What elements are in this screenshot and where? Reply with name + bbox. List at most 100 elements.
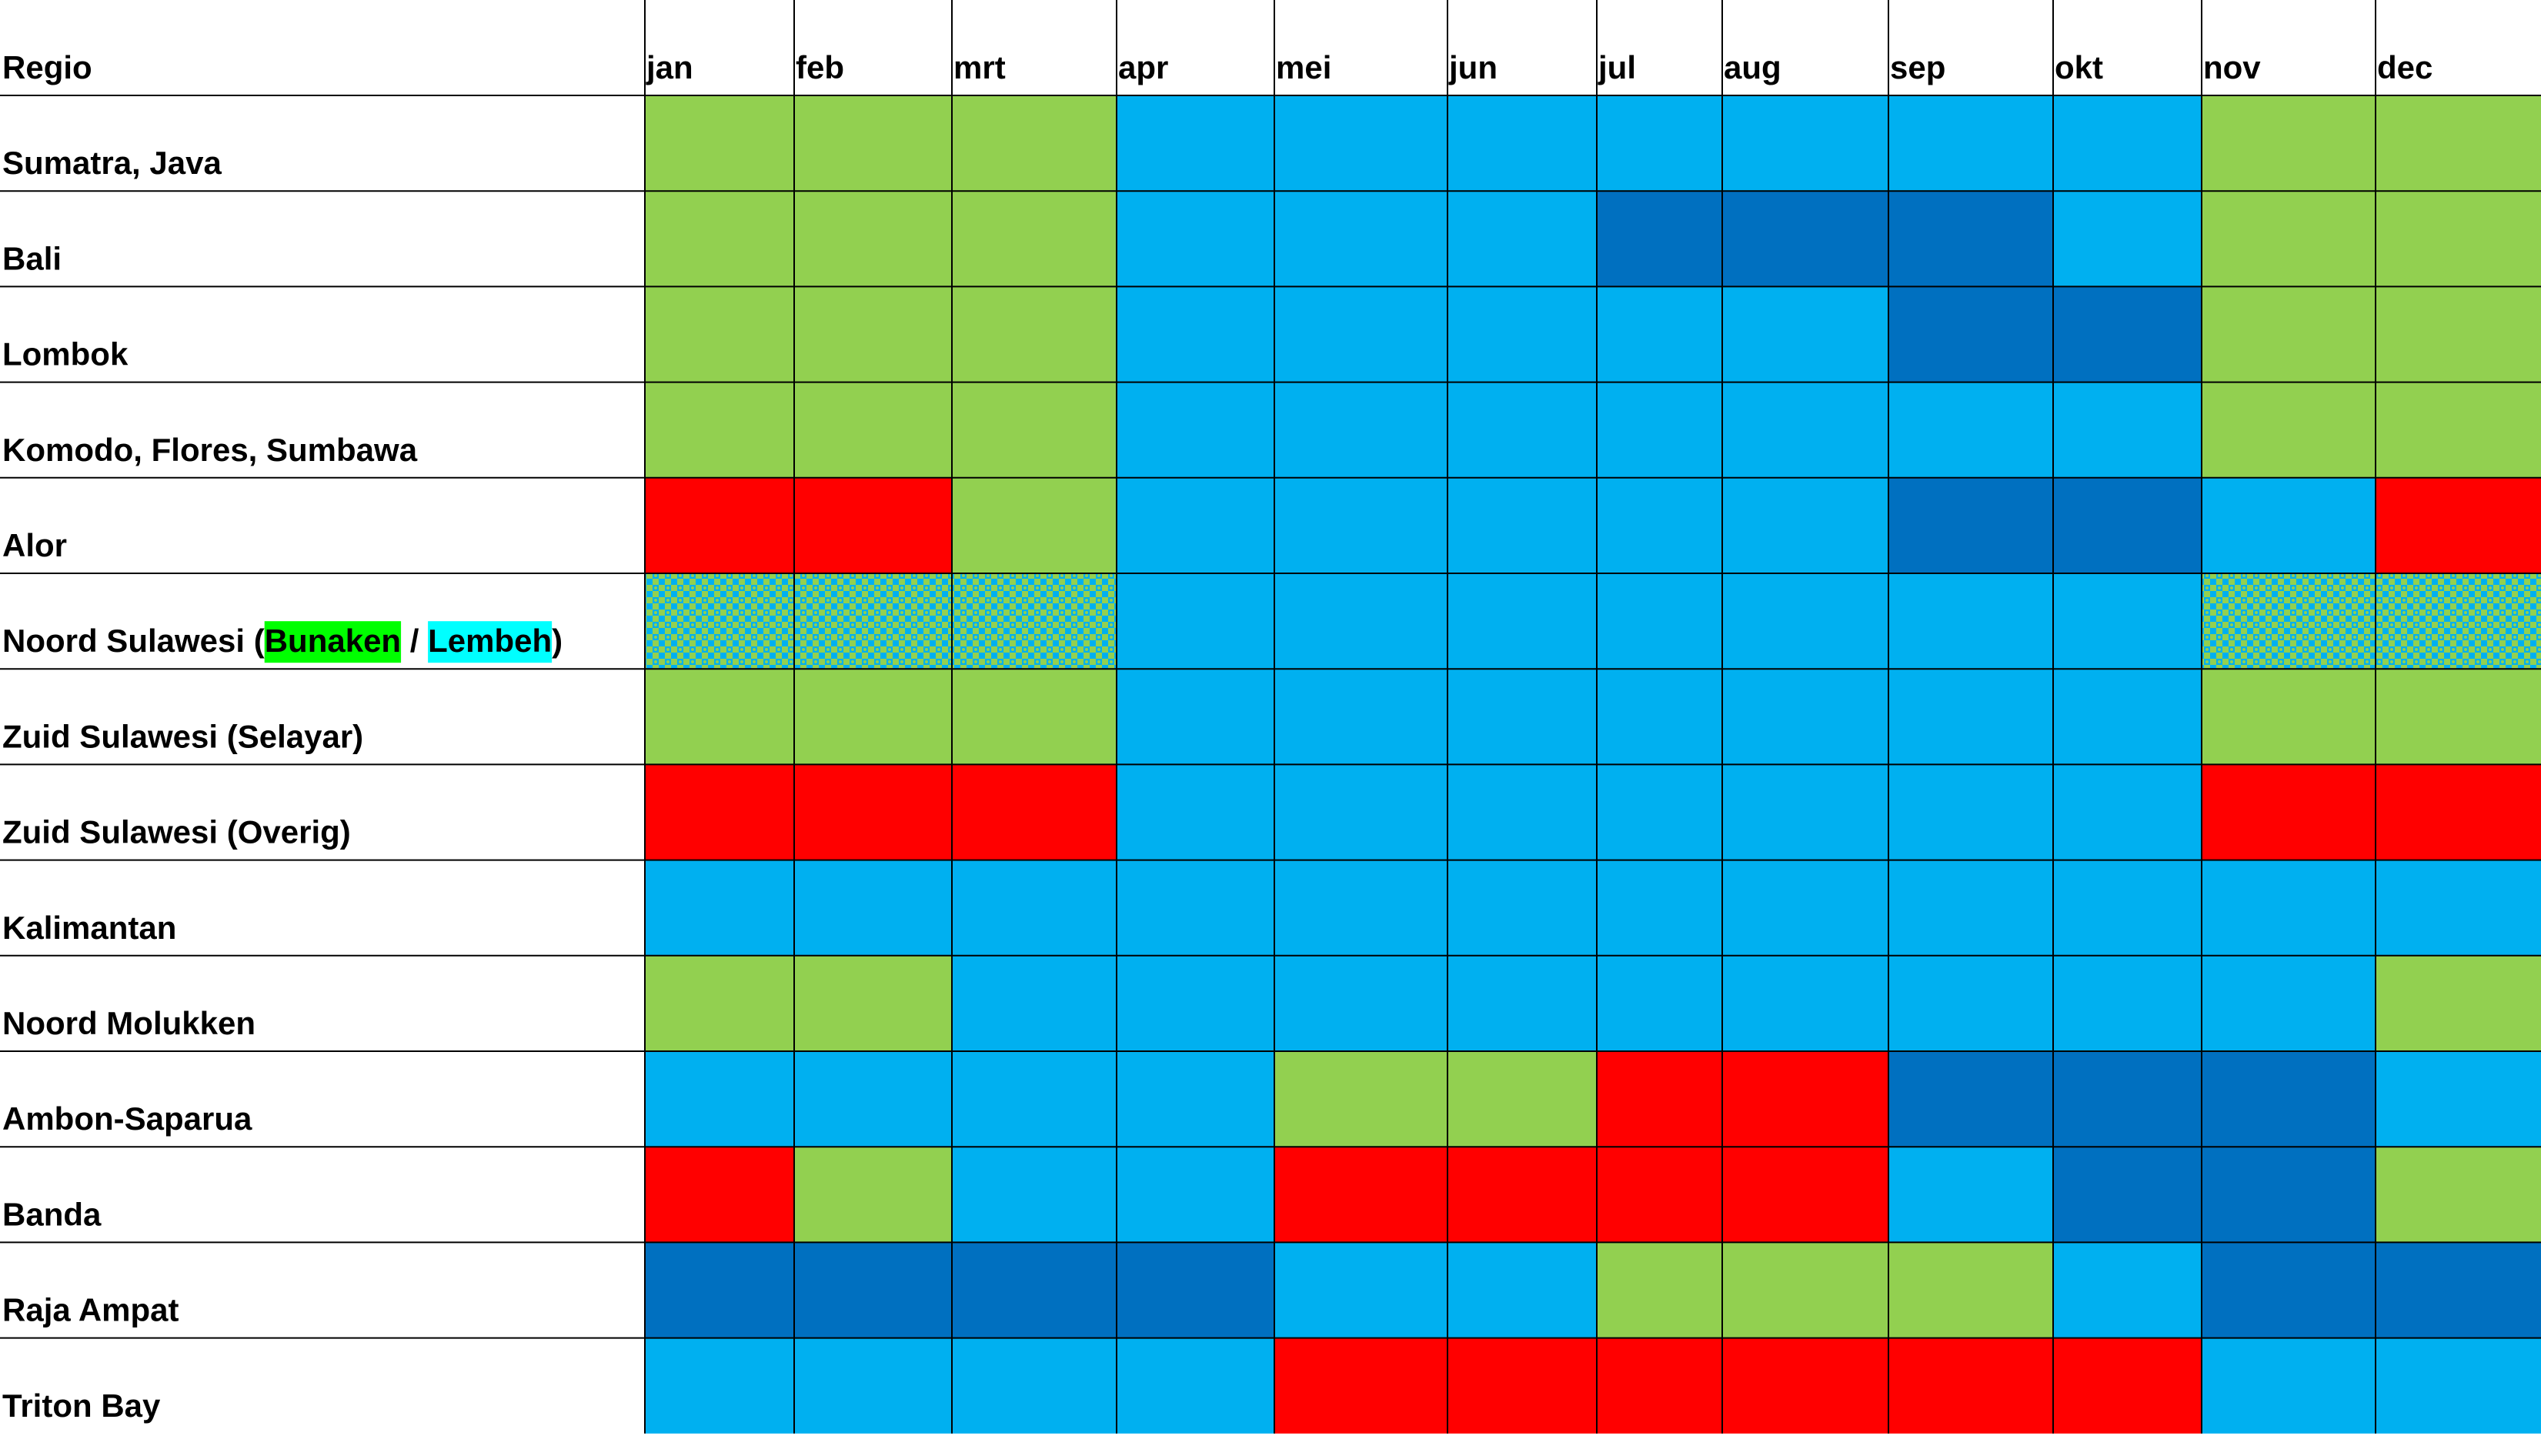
cell-11-jul bbox=[1597, 1147, 1722, 1243]
month-header-dec: dec bbox=[2377, 49, 2432, 85]
cell-12-nov bbox=[2202, 1242, 2376, 1338]
region-label: Zuid Sulawesi (Overig) bbox=[2, 814, 351, 850]
cell-10-feb bbox=[794, 1051, 952, 1147]
region-label: Bali bbox=[2, 240, 62, 276]
cell-7-jan bbox=[645, 764, 794, 860]
cell-5-sep bbox=[1888, 573, 2053, 670]
cell-3-okt bbox=[2053, 382, 2202, 478]
region-label: Komodo, Flores, Sumbawa bbox=[2, 432, 418, 468]
cell-7-okt bbox=[2053, 764, 2202, 860]
header-regio-label: Regio bbox=[2, 49, 92, 85]
cell-13-apr bbox=[1117, 1337, 1274, 1434]
cell-8-jan bbox=[645, 860, 794, 956]
cell-10-nov bbox=[2202, 1051, 2376, 1147]
cell-8-jul bbox=[1597, 860, 1722, 956]
cell-13-sep bbox=[1888, 1337, 2053, 1434]
cell-5-jun bbox=[1447, 573, 1597, 670]
cell-12-sep bbox=[1888, 1242, 2053, 1338]
cell-3-mei bbox=[1274, 382, 1447, 478]
region-label: Sumatra, Java bbox=[2, 145, 222, 181]
cell-8-nov bbox=[2202, 860, 2376, 956]
cell-7-aug bbox=[1722, 764, 1888, 860]
cell-12-aug bbox=[1722, 1242, 1888, 1338]
region-label: Ambon-Saparua bbox=[2, 1100, 252, 1137]
month-header-feb: feb bbox=[796, 49, 844, 85]
cell-10-aug bbox=[1722, 1051, 1888, 1147]
month-header-aug: aug bbox=[1724, 49, 1781, 85]
cell-7-nov bbox=[2202, 764, 2376, 860]
cell-6-mei bbox=[1274, 669, 1447, 765]
month-header-jul: jul bbox=[1598, 49, 1636, 85]
cell-10-jul bbox=[1597, 1051, 1722, 1147]
cell-13-feb bbox=[794, 1337, 952, 1434]
cell-9-sep bbox=[1888, 955, 2053, 1051]
cell-4-okt bbox=[2053, 477, 2202, 573]
cell-4-jul bbox=[1597, 477, 1722, 573]
region-label: Noord Molukken bbox=[2, 1005, 255, 1041]
cell-8-jun bbox=[1447, 860, 1597, 956]
cell-4-dec bbox=[2376, 477, 2541, 573]
month-header-okt: okt bbox=[2055, 49, 2103, 85]
cell-11-apr bbox=[1117, 1147, 1274, 1243]
region-label: Noord Sulawesi (Bunaken / Lembeh) bbox=[2, 623, 563, 659]
cell-8-feb bbox=[794, 860, 952, 956]
cell-0-nov bbox=[2202, 95, 2376, 192]
cell-6-mrt bbox=[952, 669, 1117, 765]
cell-0-jan bbox=[645, 95, 794, 192]
cell-9-mei bbox=[1274, 955, 1447, 1051]
region-label: Raja Ampat bbox=[2, 1292, 179, 1328]
cell-4-feb bbox=[794, 477, 952, 573]
cell-13-jun bbox=[1447, 1337, 1597, 1434]
cell-12-jan bbox=[645, 1242, 794, 1338]
cell-1-aug bbox=[1722, 191, 1888, 287]
cell-8-dec bbox=[2376, 860, 2541, 956]
region-label-part: Noord Sulawesi ( bbox=[2, 623, 265, 659]
cell-7-apr bbox=[1117, 764, 1274, 860]
region-label-part: Bunaken bbox=[265, 623, 401, 659]
cell-3-nov bbox=[2202, 382, 2376, 478]
cell-10-mrt bbox=[952, 1051, 1117, 1147]
cell-7-jun bbox=[1447, 764, 1597, 860]
cell-7-mrt bbox=[952, 764, 1117, 860]
cell-0-apr bbox=[1117, 95, 1274, 192]
cell-3-feb bbox=[794, 382, 952, 478]
cell-13-dec bbox=[2376, 1337, 2541, 1434]
cell-10-mei bbox=[1274, 1051, 1447, 1147]
cell-9-dec bbox=[2376, 955, 2541, 1051]
cell-4-nov bbox=[2202, 477, 2376, 573]
cell-1-feb bbox=[794, 191, 952, 287]
month-header-sep: sep bbox=[1890, 49, 1945, 85]
cell-13-nov bbox=[2202, 1337, 2376, 1434]
month-header-jan: jan bbox=[646, 49, 693, 85]
cell-0-jun bbox=[1447, 95, 1597, 192]
cell-1-okt bbox=[2053, 191, 2202, 287]
cell-8-mrt bbox=[952, 860, 1117, 956]
cell-4-aug bbox=[1722, 477, 1888, 573]
cell-8-sep bbox=[1888, 860, 2053, 956]
cell-11-okt bbox=[2053, 1147, 2202, 1243]
cell-9-nov bbox=[2202, 955, 2376, 1051]
cell-1-jan bbox=[645, 191, 794, 287]
cell-3-jan bbox=[645, 382, 794, 478]
month-header-mei: mei bbox=[1276, 49, 1331, 85]
cell-6-jul bbox=[1597, 669, 1722, 765]
region-label-part: ) bbox=[552, 623, 563, 659]
cell-11-nov bbox=[2202, 1147, 2376, 1243]
cell-9-jul bbox=[1597, 955, 1722, 1051]
cell-6-dec bbox=[2376, 669, 2541, 765]
cell-12-jun bbox=[1447, 1242, 1597, 1338]
cell-1-sep bbox=[1888, 191, 2053, 287]
cell-10-jun bbox=[1447, 1051, 1597, 1147]
cell-8-mei bbox=[1274, 860, 1447, 956]
cell-6-okt bbox=[2053, 669, 2202, 765]
cell-9-feb bbox=[794, 955, 952, 1051]
cell-5-feb bbox=[794, 573, 952, 670]
cell-12-dec bbox=[2376, 1242, 2541, 1338]
cell-4-jan bbox=[645, 477, 794, 573]
cell-1-nov bbox=[2202, 191, 2376, 287]
cell-1-mrt bbox=[952, 191, 1117, 287]
region-label: Kalimantan bbox=[2, 910, 176, 946]
cell-11-jan bbox=[645, 1147, 794, 1243]
cell-2-sep bbox=[1888, 286, 2053, 382]
